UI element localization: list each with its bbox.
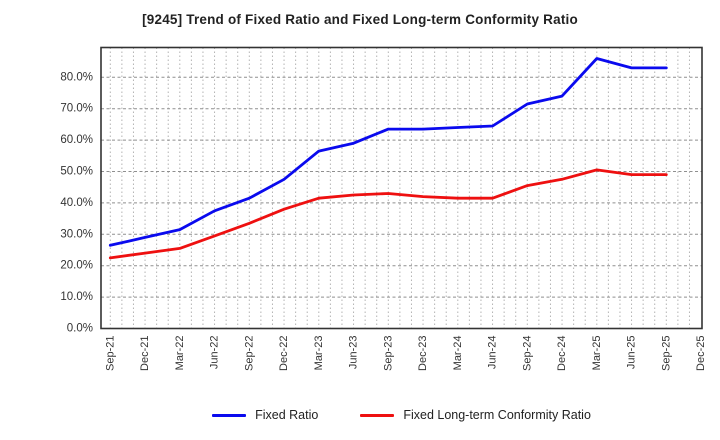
y-tick-label: 40.0% bbox=[60, 197, 93, 209]
x-tick-label: Mar-24 bbox=[452, 336, 464, 371]
legend-label-fixed-ratio: Fixed Ratio bbox=[255, 408, 319, 422]
y-tick-label: 10.0% bbox=[60, 291, 93, 303]
x-tick-label: Sep-23 bbox=[382, 336, 394, 371]
x-tick-label: Sep-25 bbox=[660, 336, 672, 371]
legend-item-fixed-longterm: Fixed Long-term Conformity Ratio bbox=[360, 408, 591, 422]
x-tick-label: Dec-24 bbox=[556, 336, 568, 371]
x-tick-label: Dec-22 bbox=[278, 336, 290, 371]
fixed-ratio-line-icon bbox=[212, 413, 247, 417]
chart-title: [9245] Trend of Fixed Ratio and Fixed Lo… bbox=[142, 12, 578, 27]
plot-frame bbox=[100, 46, 703, 330]
y-tick-label: 70.0% bbox=[60, 103, 93, 115]
x-tick-label: Jun-22 bbox=[209, 336, 221, 370]
y-tick-label: 20.0% bbox=[60, 260, 93, 272]
y-tick-label: 30.0% bbox=[60, 228, 93, 240]
x-tick-label: Mar-25 bbox=[591, 336, 603, 371]
y-tick-label: 80.0% bbox=[60, 71, 93, 83]
x-tick-label: Sep-24 bbox=[521, 336, 533, 371]
x-tick-label: Jun-25 bbox=[626, 336, 638, 370]
x-tick-label: Jun-23 bbox=[348, 336, 360, 370]
legend-item-fixed-ratio: Fixed Ratio bbox=[212, 408, 318, 422]
x-tick-label: Dec-23 bbox=[417, 336, 429, 371]
fixed-longterm-line-icon bbox=[360, 413, 395, 417]
x-tick-label: Jun-24 bbox=[487, 336, 499, 370]
chart-legend: Fixed Ratio Fixed Long-term Conformity R… bbox=[101, 403, 702, 427]
y-tick-label: 50.0% bbox=[60, 166, 93, 178]
x-tick-label: Dec-25 bbox=[695, 336, 707, 371]
fixed-longterm-series-line bbox=[108, 168, 668, 260]
x-tick-label: Mar-22 bbox=[174, 336, 186, 371]
x-tick-label: Mar-23 bbox=[313, 336, 325, 371]
y-tick-label: 0.0% bbox=[67, 323, 93, 335]
x-tick-label: Dec-21 bbox=[139, 336, 151, 371]
x-tick-label: Sep-22 bbox=[243, 336, 255, 371]
y-tick-label: 60.0% bbox=[60, 134, 93, 146]
fixed-ratio-series-line bbox=[108, 57, 668, 247]
legend-label-fixed-longterm: Fixed Long-term Conformity Ratio bbox=[403, 408, 591, 422]
x-tick-label: Sep-21 bbox=[104, 336, 116, 371]
